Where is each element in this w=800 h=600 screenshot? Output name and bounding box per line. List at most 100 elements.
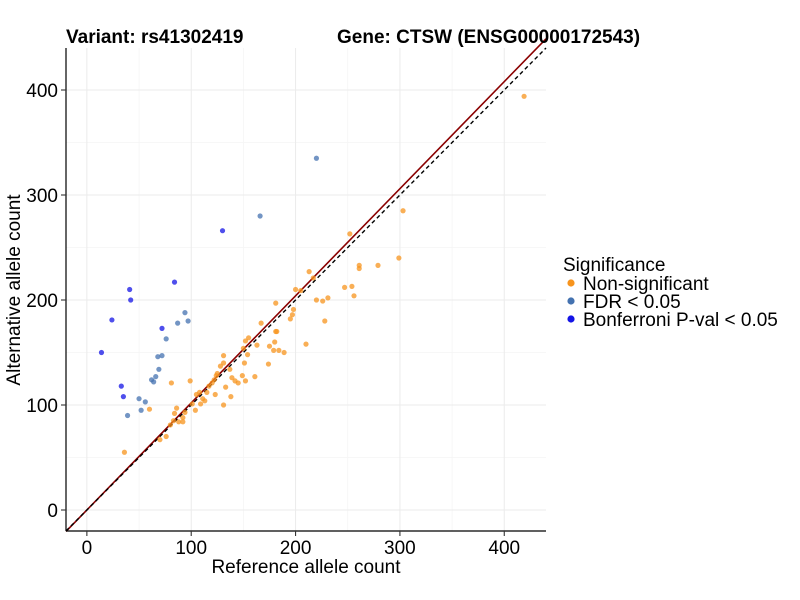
- point-non-significant: [272, 339, 278, 345]
- point-non-significant: [180, 419, 186, 425]
- point-non-significant: [168, 380, 174, 386]
- point-non-significant: [217, 363, 224, 369]
- point-non-significant: [223, 384, 229, 390]
- ticks: 0 100 200 300 400 0 100 200 300 400: [26, 81, 520, 559]
- point-fdr-0-05: [313, 155, 320, 161]
- point-bonferroni-p-val-0-05: [127, 286, 133, 293]
- legend-key-dot: [567, 315, 575, 323]
- point-fdr-0-05: [153, 374, 159, 380]
- grid: [66, 48, 546, 531]
- point-non-significant: [157, 437, 163, 443]
- point-non-significant: [242, 378, 249, 384]
- point-non-significant: [290, 306, 297, 313]
- point-fdr-0-05: [155, 354, 161, 360]
- point-non-significant: [325, 295, 331, 301]
- point-bonferroni-p-val-0-05: [98, 349, 105, 356]
- point-non-significant: [220, 402, 227, 408]
- point-non-significant: [289, 312, 296, 318]
- point-bonferroni-p-val-0-05: [171, 279, 178, 285]
- y-tick-label: 0: [47, 501, 58, 522]
- x-tick-label: 200: [280, 538, 312, 559]
- point-non-significant: [303, 341, 309, 347]
- point-non-significant: [310, 275, 316, 281]
- point-fdr-0-05: [148, 377, 155, 383]
- point-non-significant: [180, 415, 186, 421]
- y-tick-label: 100: [26, 396, 58, 417]
- point-non-significant: [347, 231, 353, 237]
- point-non-significant: [146, 406, 153, 412]
- point-non-significant: [240, 345, 246, 351]
- point-fdr-0-05: [185, 318, 191, 324]
- point-non-significant: [287, 316, 293, 322]
- point-non-significant: [281, 349, 287, 356]
- point-bonferroni-p-val-0-05: [219, 228, 226, 234]
- fit-line: [65, 38, 547, 532]
- point-fdr-0-05: [124, 412, 131, 419]
- point-non-significant: [274, 328, 280, 335]
- point-non-significant: [306, 269, 312, 275]
- point-fdr-0-05: [182, 310, 188, 316]
- y-axis-title: Alternative allele count: [4, 194, 25, 386]
- point-non-significant: [167, 422, 173, 428]
- point-non-significant: [242, 338, 249, 344]
- point-non-significant: [220, 360, 227, 366]
- point-non-significant: [252, 374, 258, 380]
- point-fdr-0-05: [175, 320, 181, 326]
- point-non-significant: [351, 293, 357, 299]
- point-bonferroni-p-val-0-05: [118, 383, 124, 389]
- point-non-significant: [244, 352, 251, 358]
- x-tick-label: 400: [488, 538, 520, 559]
- y-tick-label: 200: [26, 291, 58, 312]
- data-points: [98, 93, 527, 455]
- point-non-significant: [212, 391, 218, 398]
- point-non-significant: [313, 297, 320, 303]
- identity-dashed-line: [65, 47, 547, 532]
- point-non-significant: [273, 300, 279, 306]
- point-bonferroni-p-val-0-05: [109, 317, 115, 323]
- point-fdr-0-05: [163, 336, 169, 342]
- chart-title-variant: Variant: rs41302419: [66, 27, 243, 48]
- point-non-significant: [396, 255, 402, 261]
- point-non-significant: [232, 378, 238, 384]
- x-tick-label: 0: [82, 538, 93, 559]
- point-bonferroni-p-val-0-05: [159, 325, 165, 331]
- point-non-significant: [292, 286, 299, 293]
- point-non-significant: [271, 347, 277, 353]
- point-fdr-0-05: [142, 399, 148, 405]
- point-non-significant: [209, 380, 215, 386]
- point-non-significant: [189, 401, 195, 407]
- point-fdr-0-05: [156, 366, 162, 372]
- point-non-significant: [182, 409, 188, 415]
- point-bonferroni-p-val-0-05: [120, 394, 126, 400]
- point-non-significant: [204, 389, 210, 395]
- point-non-significant: [220, 353, 227, 359]
- legend-title: Significance: [563, 255, 665, 276]
- reference-lines: [65, 38, 547, 532]
- legend-label: FDR < 0.05: [583, 292, 681, 313]
- x-axis-title: Reference allele count: [211, 557, 401, 578]
- point-non-significant: [192, 407, 198, 413]
- point-non-significant: [171, 410, 178, 416]
- point-non-significant: [239, 373, 245, 379]
- legend-key-dot: [567, 279, 575, 287]
- point-non-significant: [163, 433, 169, 440]
- point-non-significant: [276, 347, 282, 353]
- point-non-significant: [200, 396, 206, 402]
- y-tick-label: 400: [26, 81, 58, 102]
- point-non-significant: [400, 208, 406, 214]
- point-fdr-0-05: [136, 396, 142, 402]
- point-non-significant: [176, 419, 182, 425]
- point-non-significant: [521, 93, 527, 99]
- legend-label: Bonferroni P-val < 0.05: [583, 310, 778, 331]
- point-non-significant: [121, 449, 128, 455]
- point-non-significant: [228, 394, 234, 400]
- point-non-significant: [266, 343, 273, 349]
- x-tick-label: 300: [384, 538, 416, 559]
- point-non-significant: [170, 418, 177, 424]
- point-non-significant: [375, 262, 381, 268]
- point-fdr-0-05: [138, 407, 144, 413]
- point-non-significant: [320, 298, 326, 304]
- point-non-significant: [254, 342, 260, 348]
